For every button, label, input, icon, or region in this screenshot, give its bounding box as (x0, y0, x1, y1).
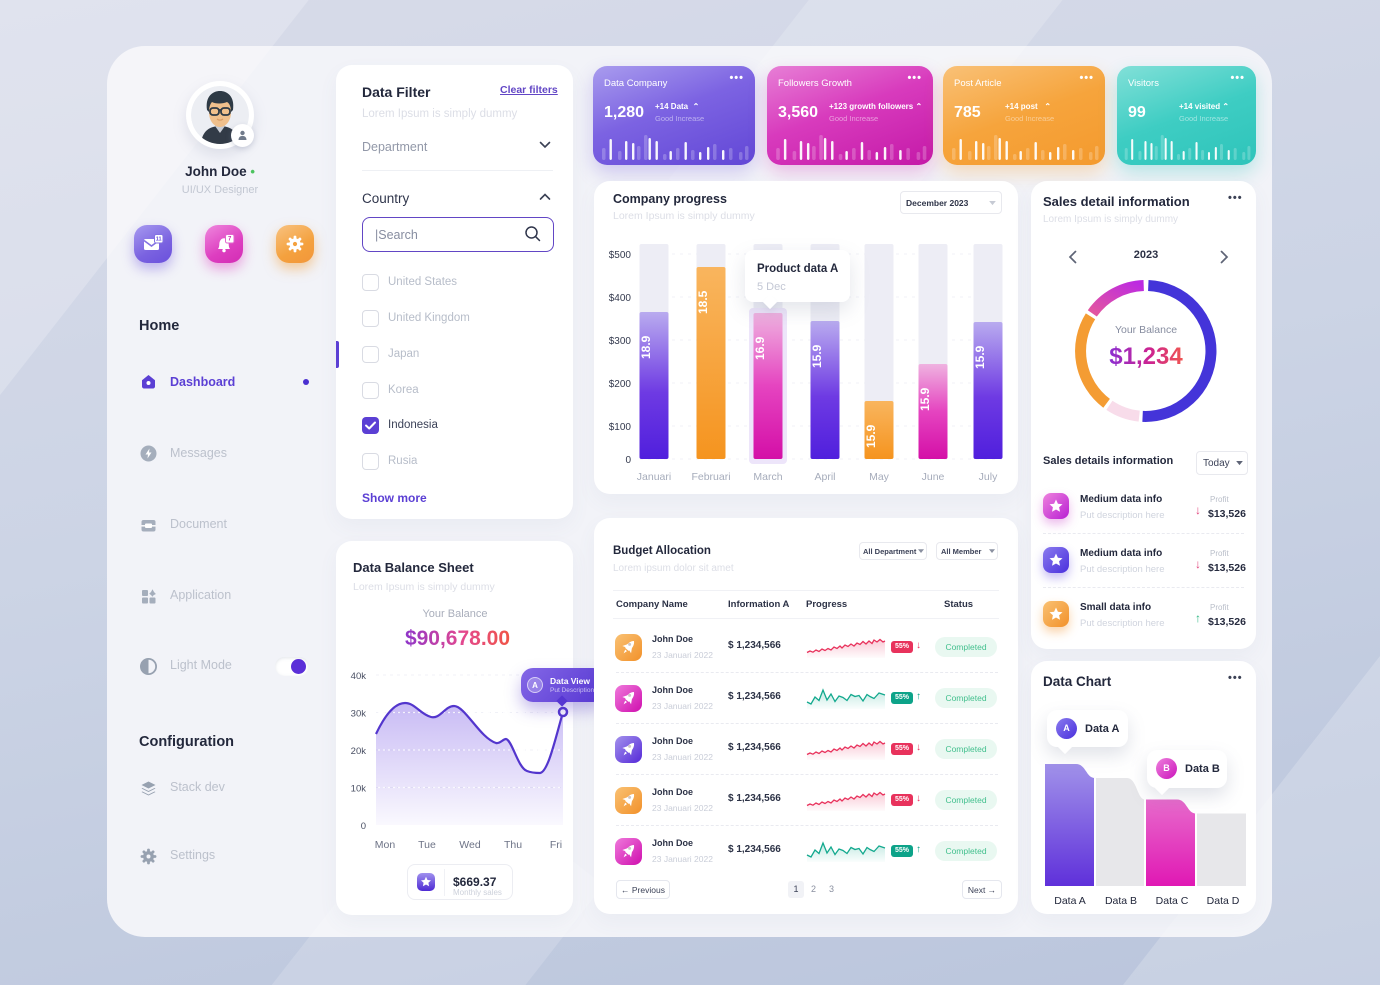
svg-text:20k: 20k (351, 746, 367, 757)
svg-text:7: 7 (228, 237, 232, 243)
svg-text:$100: $100 (609, 422, 632, 433)
svg-text:$200: $200 (609, 379, 632, 390)
svg-text:15.9: 15.9 (973, 345, 987, 369)
svg-text:15.9: 15.9 (864, 424, 878, 448)
svg-text:March: March (753, 471, 782, 483)
svg-text:$400: $400 (609, 293, 632, 304)
svg-text:Data A: Data A (1054, 895, 1086, 907)
svg-text:July: July (979, 471, 998, 483)
svg-text:0: 0 (625, 455, 631, 466)
svg-text:18.5: 18.5 (696, 290, 710, 314)
svg-text:Mon: Mon (375, 839, 396, 851)
svg-text:11: 11 (156, 237, 162, 243)
svg-text:Data D: Data D (1207, 895, 1240, 907)
svg-text:Fri: Fri (550, 839, 562, 851)
svg-text:10k: 10k (351, 784, 367, 795)
svg-text:$300: $300 (609, 336, 632, 347)
svg-text:April: April (814, 471, 835, 483)
svg-text:June: June (922, 471, 945, 483)
svg-text:Data C: Data C (1156, 895, 1189, 907)
svg-text:15.9: 15.9 (810, 344, 824, 368)
svg-text:Wed: Wed (459, 839, 481, 851)
svg-text:$500: $500 (609, 250, 632, 261)
svg-text:16.9: 16.9 (753, 336, 767, 360)
svg-text:Data B: Data B (1105, 895, 1137, 907)
svg-text:Tue: Tue (418, 839, 436, 851)
svg-text:30k: 30k (351, 709, 367, 720)
svg-text:0: 0 (361, 821, 366, 832)
svg-text:Januari: Januari (637, 471, 671, 483)
svg-text:Februari: Februari (691, 471, 730, 483)
svg-text:40k: 40k (351, 671, 367, 682)
svg-text:18.9: 18.9 (639, 335, 653, 359)
svg-text:May: May (869, 471, 890, 483)
svg-text:15.9: 15.9 (918, 387, 932, 411)
svg-text:Thu: Thu (504, 839, 522, 851)
